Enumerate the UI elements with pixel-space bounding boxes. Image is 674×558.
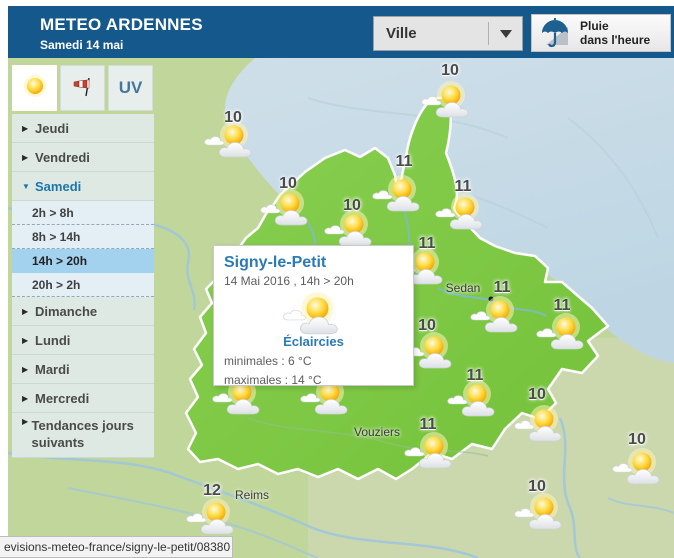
city-dot-sedan	[488, 296, 494, 302]
city-select-value: Ville	[386, 25, 417, 42]
tab-uv-forecast[interactable]: UV	[108, 65, 153, 111]
chevron-right-icon: ▶	[22, 393, 29, 403]
partly-cloudy-icon[interactable]	[514, 404, 570, 444]
chevron-down-icon[interactable]	[488, 22, 522, 45]
partly-cloudy-icon[interactable]	[447, 379, 503, 419]
temperature-label: 10	[528, 478, 546, 495]
temperature-label: 11	[493, 279, 511, 296]
status-url-text: evisions-meteo-france/signy-le-petit/083…	[4, 540, 231, 554]
chevron-right-icon: ▶	[22, 417, 29, 426]
uv-tab-label: UV	[118, 78, 143, 97]
header-bar: METEO ARDENNES Samedi 14 mai Ville Pluie…	[8, 6, 674, 58]
partly-cloudy-icon[interactable]	[514, 492, 570, 532]
popup-city-title: Signy-le-Petit	[224, 254, 327, 271]
page-title: METEO ARDENNES	[40, 15, 203, 34]
temperature-label: 11	[395, 153, 413, 170]
temperature-label: 10	[279, 175, 297, 192]
chevron-right-icon: ▶	[22, 364, 29, 374]
day-label: Mercredi	[35, 390, 90, 406]
sidebar-day-vendredi[interactable]: ▶ Vendredi	[12, 143, 154, 172]
sidebar-day-lundi[interactable]: ▶ Lundi	[12, 326, 154, 355]
partly-cloudy-icon[interactable]	[435, 192, 491, 232]
day-label: Vendredi	[35, 149, 90, 165]
popup-condition: Éclaircies	[283, 334, 344, 349]
sidebar-day-dimanche[interactable]: ▶ Dimanche	[12, 297, 154, 326]
partly-cloudy-icon[interactable]	[186, 497, 242, 537]
day-label: Dimanche	[35, 303, 98, 319]
time-slot-list: 2h > 8h 8h > 14h 14h > 20h 20h > 2h	[12, 201, 154, 297]
temperature-label: 10	[441, 62, 459, 79]
forecast-popup: Signy-le-Petit 14 Mai 2016 , 14h > 20h É…	[213, 245, 414, 387]
temperature-label: 10	[528, 386, 546, 403]
city-label-sedan: Sedan	[445, 281, 481, 295]
city-select[interactable]: Ville	[373, 16, 523, 51]
umbrella-icon	[538, 17, 572, 49]
partly-cloudy-icon[interactable]	[421, 80, 477, 120]
rain-button-label: Pluie dans l'heure	[580, 19, 651, 47]
partly-cloudy-icon[interactable]	[612, 447, 668, 487]
chevron-right-icon: ▶	[22, 152, 29, 162]
day-label: Samedi	[35, 178, 82, 194]
tab-wind-forecast[interactable]	[60, 65, 105, 111]
sidebar-day-tendances-jours-suivants[interactable]: ▶ Tendances jours suivants	[12, 413, 154, 458]
day-list: ▶ Jeudi ▶ Vendredi ▼ Samedi 2h > 8h 8h > 14h 14h…	[12, 114, 154, 458]
temperature-label: 11	[466, 367, 484, 384]
temperature-label: 12	[203, 482, 221, 499]
temperature-label: 10	[343, 197, 361, 214]
partly-cloudy-icon[interactable]	[372, 174, 428, 214]
partly-cloudy-icon[interactable]	[324, 209, 380, 249]
chevron-down-icon: ▼	[22, 181, 30, 191]
time-slot-8h-to-14h[interactable]: 8h > 14h	[12, 225, 154, 249]
sun-icon	[22, 73, 48, 104]
day-label: Lundi	[35, 332, 71, 348]
temperature-label: 11	[454, 178, 472, 195]
partly-cloudy-icon[interactable]	[470, 295, 526, 335]
rain-in-hour-button[interactable]: Pluie dans l'heure	[531, 14, 671, 52]
chevron-right-icon: ▶	[22, 335, 29, 345]
city-label-vouziers: Vouziers	[353, 425, 401, 439]
day-label: Tendances jours suivants	[31, 418, 134, 450]
mode-tabs: UV	[12, 65, 154, 111]
windsock-icon	[70, 73, 96, 104]
partly-cloudy-icon[interactable]	[404, 431, 460, 471]
popup-min-temp: minimales : 6 °C	[224, 354, 312, 368]
header-date: Samedi 14 mai	[40, 38, 124, 52]
time-slot-14h-to-20h[interactable]: 14h > 20h	[12, 249, 154, 273]
temperature-label: 11	[418, 235, 436, 252]
partly-cloudy-icon[interactable]	[536, 312, 592, 352]
day-label: Jeudi	[35, 120, 69, 136]
chevron-right-icon: ▶	[22, 306, 29, 316]
day-label: Mardi	[35, 361, 70, 377]
time-slot-20h-to-2h[interactable]: 20h > 2h	[12, 273, 154, 297]
chevron-right-icon: ▶	[22, 123, 29, 133]
partly-cloudy-icon[interactable]	[260, 188, 316, 228]
city-label-reims: Reims	[234, 488, 270, 502]
temperature-label: 11	[419, 416, 437, 433]
sidebar-day-mardi[interactable]: ▶ Mardi	[12, 355, 154, 384]
sidebar-day-jeudi[interactable]: ▶ Jeudi	[12, 114, 154, 143]
popup-date-range: 14 Mai 2016 , 14h > 20h	[224, 274, 354, 288]
sidebar-day-samedi[interactable]: ▼ Samedi	[12, 172, 154, 201]
tab-sun-forecast[interactable]	[12, 65, 57, 111]
forecast-sidebar: UV ▶ Jeudi ▶ Vendredi ▼ Samedi 2h > 8h 8h > 14h…	[12, 65, 154, 458]
temperature-label: 10	[224, 109, 242, 126]
partly-cloudy-icon	[224, 284, 403, 336]
time-slot-2h-to-8h[interactable]: 2h > 8h	[12, 201, 154, 225]
sidebar-day-mercredi[interactable]: ▶ Mercredi	[12, 384, 154, 413]
temperature-label: 10	[628, 431, 646, 448]
temperature-label: 11	[553, 297, 571, 314]
temperature-label: 10	[418, 317, 436, 334]
popup-max-temp: maximales : 14 °C	[224, 373, 322, 387]
status-url-bar: evisions-meteo-france/signy-le-petit/083…	[0, 536, 233, 558]
